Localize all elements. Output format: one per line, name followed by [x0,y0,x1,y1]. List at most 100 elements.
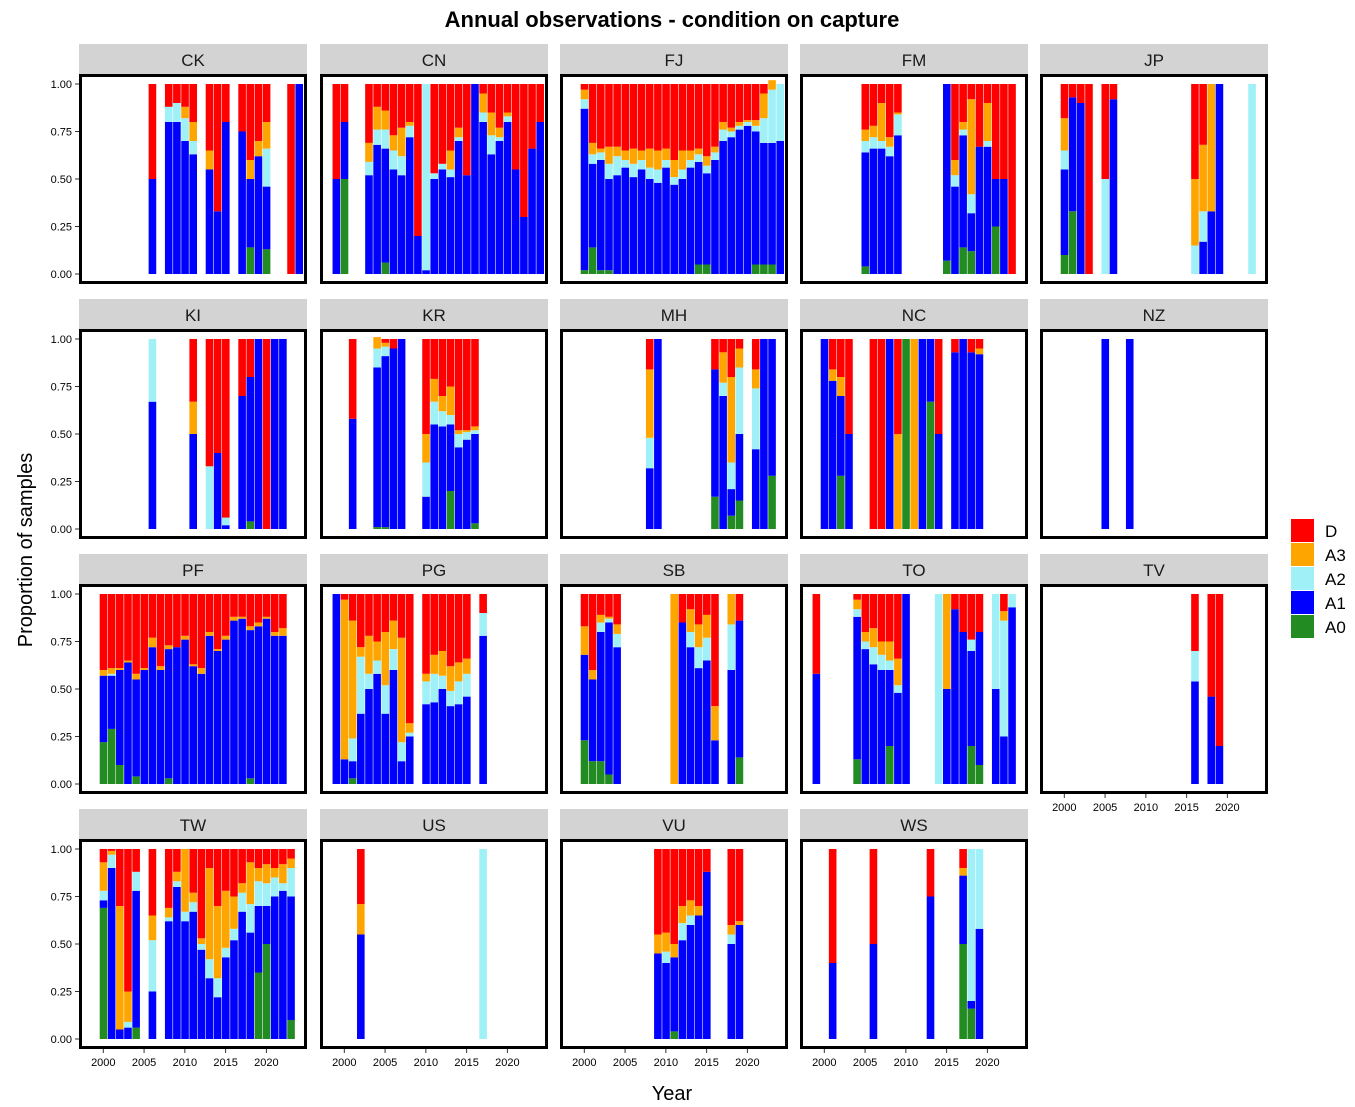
bar-segment-d [678,84,687,151]
bar-segment-a1 [148,647,157,784]
bar-segment-a1 [975,354,984,529]
bar-segment-a3 [670,160,678,178]
x-tick-label: 2015 [934,1057,958,1069]
facet-plot-area [320,839,548,1049]
bar-segment-a1 [189,666,197,784]
bar-segment-a1 [471,434,479,524]
bar-segment-a1 [381,356,390,528]
bar-segment-a3 [213,649,222,651]
bar-segment-a0 [381,527,390,529]
bar-segment-a3 [605,616,613,619]
bar-segment-a3 [743,120,752,122]
bar-segment-a1 [694,161,703,265]
bar-segment-a1 [678,940,687,1039]
bar-segment-a3 [1207,84,1216,212]
facet-strip [800,809,1028,839]
bar-segment-a1 [463,439,471,529]
bar-segment-a2 [430,173,438,179]
bar-segment-d [164,849,173,908]
bar-segment-a2 [894,685,902,693]
bar-segment-a3 [597,148,605,153]
bar-segment-a2 [422,681,430,705]
bar-segment-d [446,594,455,667]
bar-segment-a2 [107,673,116,676]
bar-segment-d [828,339,837,370]
bar-segment-a1 [613,175,621,274]
bar-segment-a3 [132,673,140,680]
bar-segment-a2 [1191,245,1199,274]
bar-segment-a1 [727,489,736,516]
bar-segment-a3 [1000,611,1008,621]
bar-segment-a1 [645,179,654,274]
bar-segment-d [751,84,760,121]
bar-segment-a1 [422,704,430,784]
bar-segment-a1 [340,122,349,179]
bar-segment-a1 [654,953,662,1039]
legend-swatch-d [1291,519,1314,542]
bar-segment-d [148,84,157,179]
facet-border [320,329,548,539]
bar-segment-a1 [877,148,886,274]
bar-segment-d [156,594,165,667]
bar-segment-a1 [735,925,744,1039]
bar-segment-d [597,84,605,149]
bar-segment-a2 [373,348,381,368]
bar-segment-a1 [213,997,222,1039]
bar-segment-a1 [389,169,398,274]
bar-segment-a3 [735,921,744,925]
bar-segment-a1 [397,761,406,784]
bar-segment-a1 [124,662,132,784]
y-tick-label: 1.00 [51,844,72,856]
bar-segment-a3 [340,599,349,760]
bar-segment-d [678,849,687,906]
bar-segment-a3 [877,103,886,141]
facet-label: SB [663,561,686,580]
bar-segment-a1 [670,957,678,1032]
x-tick-label: 2005 [132,1057,156,1069]
bar-segment-a3 [397,127,406,157]
bar-segment-d [703,594,711,615]
bar-segment-a3 [373,641,381,661]
bar-segment-d [967,594,976,640]
bar-segment-d [743,84,752,121]
bar-segment-a3 [983,103,992,141]
bar-segment-d [1199,84,1207,145]
bar-segment-a2 [148,339,157,402]
bar-segment-a2 [405,732,414,737]
bar-segment-a3 [637,150,646,160]
bar-segment-d [861,84,870,130]
bar-segment-a3 [654,934,662,954]
bar-segment-a1 [943,689,951,784]
y-tick-label: 0.50 [51,939,72,951]
facet-strip [79,299,307,329]
bar-segment-a1 [189,434,197,529]
legend-label-a1: A1 [1325,594,1346,613]
bar-segment-a1 [991,689,1000,784]
bar-segment-d [213,849,222,906]
bar-segment-d [262,849,271,865]
facet-plot-area [560,329,788,539]
bar-segment-a2 [487,135,496,155]
bar-segment-a1 [238,396,246,529]
bar-segment-a1 [262,906,271,944]
bar-segment-a1 [357,934,365,1039]
bar-segment-a1 [934,434,943,529]
bar-segment-a1 [768,142,776,265]
bar-segment-a3 [405,122,414,126]
bar-segment-a1 [1199,241,1207,274]
bar-segment-d [1191,594,1199,651]
bar-segment-a1 [1077,103,1085,274]
bar-segment-a1 [107,868,116,1039]
bar-segment-a3 [197,668,206,674]
bar-segment-d [405,84,414,122]
y-tick-label: 0.75 [51,382,72,394]
bar-segment-a3 [262,616,271,619]
facet-jp: JP [1040,44,1268,284]
bar-segment-a3 [678,150,687,170]
bar-segment-a2 [983,141,992,147]
bar-segment-a1 [246,377,255,522]
y-tick-label: 0.75 [51,892,72,904]
bar-segment-a1 [975,146,984,274]
facet-label: TO [902,561,925,580]
bar-segment-a3 [727,594,736,625]
